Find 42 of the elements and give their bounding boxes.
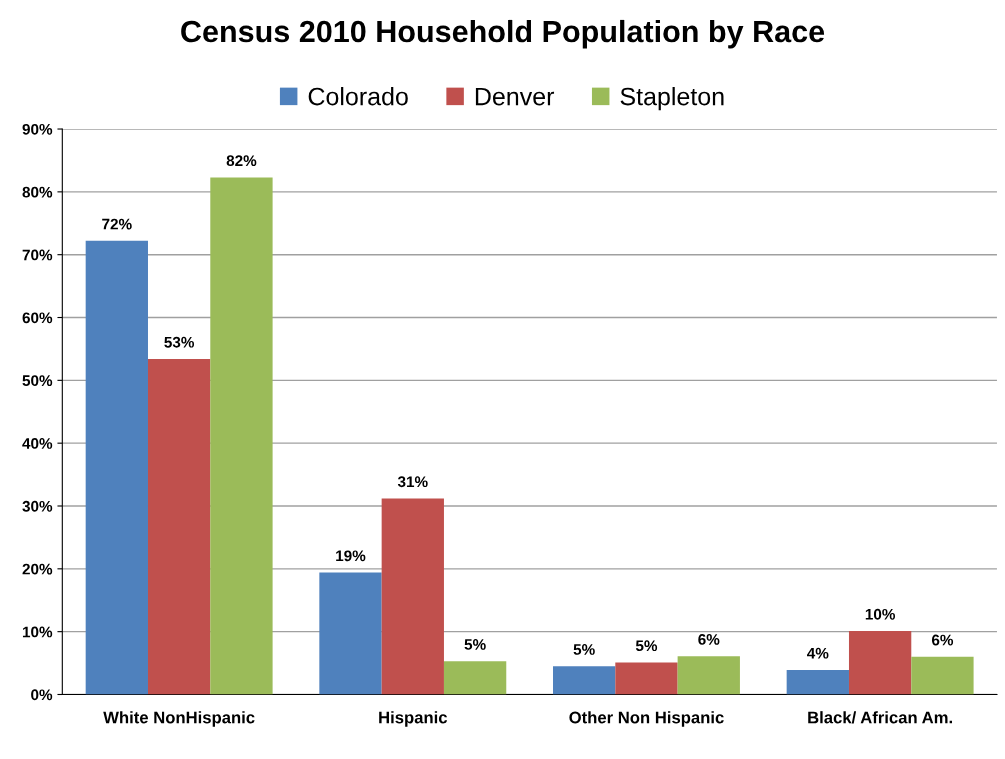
data-label: 31%: [397, 476, 428, 488]
bar: [848, 631, 912, 695]
bar: [147, 358, 211, 695]
bar: [786, 669, 849, 695]
data-label: 19%: [336, 550, 366, 562]
bar: [677, 656, 740, 695]
data-label: 72%: [102, 218, 132, 230]
x-tick-label: Hispanic: [379, 711, 448, 727]
data-label: 6%: [931, 634, 954, 646]
legend-label: Stapleton: [620, 87, 724, 111]
bar: [615, 662, 678, 695]
data-label: 4%: [807, 647, 829, 659]
y-tick-label: 30%: [22, 500, 53, 512]
y-tick-label: 40%: [22, 438, 53, 449]
x-tick-label: Other Non Hispanic: [569, 711, 724, 727]
y-tick-label: 10%: [22, 626, 53, 638]
y-tick-label: 60%: [22, 312, 53, 324]
data-label: 5%: [464, 639, 486, 650]
bar: [443, 661, 507, 695]
y-tick-label: 0%: [31, 689, 53, 701]
x-tick-label: White NonHispanic: [103, 711, 255, 727]
bar: [911, 656, 974, 695]
y-tick-label: 50%: [22, 375, 53, 387]
y-tick-label: 20%: [22, 563, 53, 575]
bar: [210, 177, 273, 695]
data-label: 53%: [164, 336, 195, 348]
legend-label: Colorado: [308, 87, 408, 106]
y-tick-label: 80%: [22, 186, 53, 198]
data-label: 5%: [635, 640, 658, 652]
bar: [553, 666, 616, 695]
legend-label: Denver: [475, 87, 555, 106]
data-label: 82%: [226, 155, 257, 167]
data-label: 6%: [698, 633, 720, 645]
bar: [85, 240, 148, 695]
y-tick-label: 70%: [22, 249, 53, 261]
x-tick-label: Black/ African Am.: [808, 711, 952, 724]
bar: [319, 572, 382, 695]
bar: [381, 498, 444, 695]
chart-title: Census 2010 Household Population by Race: [181, 19, 825, 49]
data-label: 10%: [865, 608, 896, 620]
data-label: 5%: [573, 644, 595, 655]
y-tick-label: 90%: [22, 123, 53, 135]
